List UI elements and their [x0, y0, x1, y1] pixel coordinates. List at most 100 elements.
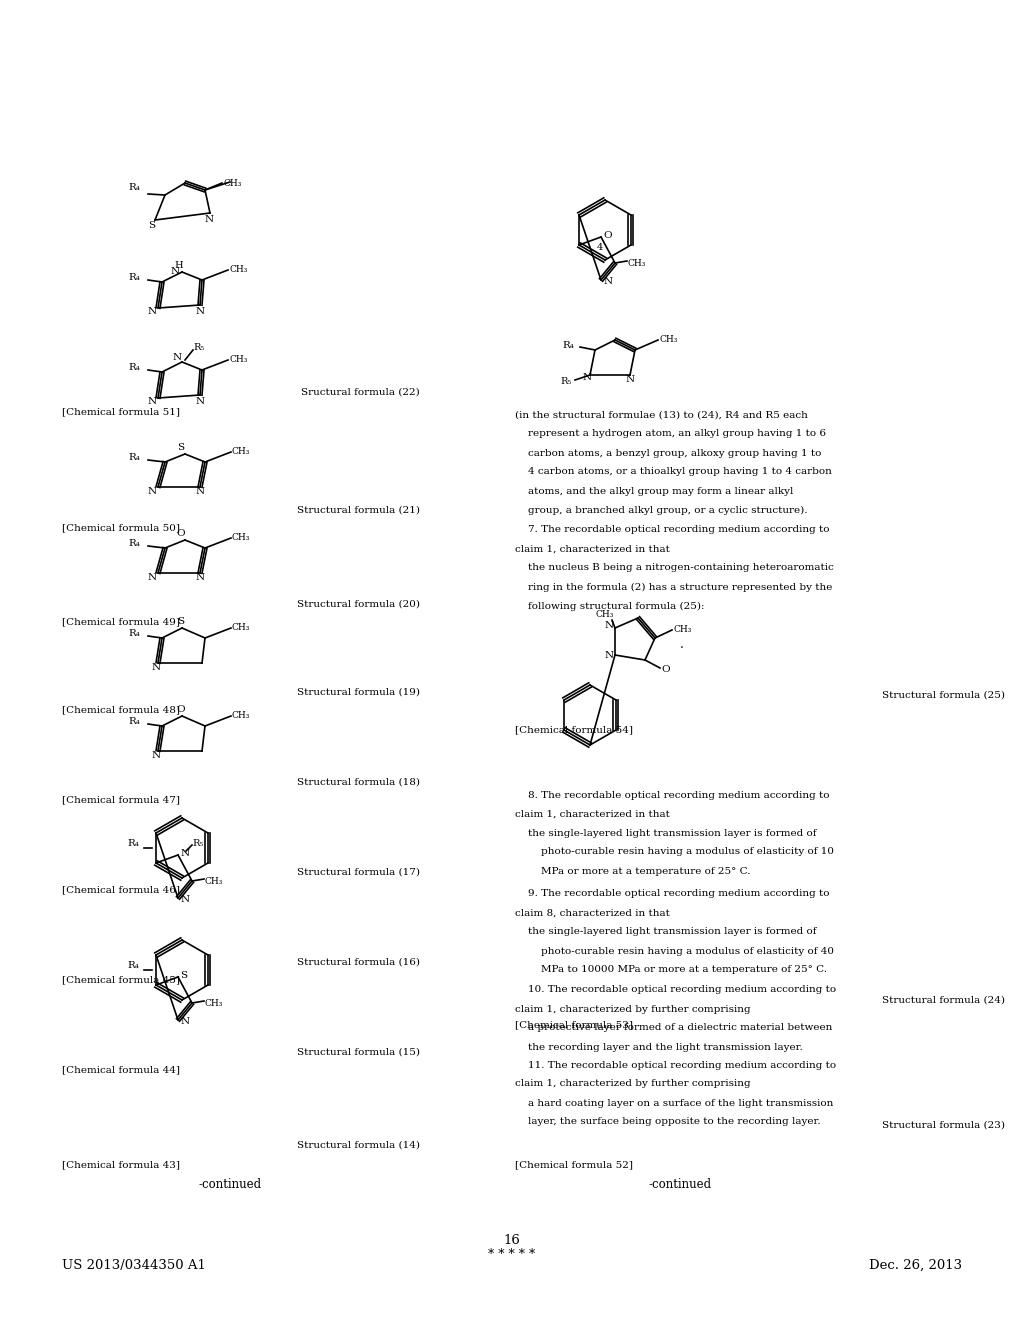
Text: N: N [603, 277, 612, 286]
Text: S: S [148, 220, 155, 230]
Text: carbon atoms, a benzyl group, alkoxy group having 1 to: carbon atoms, a benzyl group, alkoxy gro… [515, 449, 821, 458]
Text: N: N [172, 354, 181, 363]
Text: CH₃: CH₃ [596, 610, 614, 619]
Text: [Chemical formula 44]: [Chemical formula 44] [62, 1065, 180, 1074]
Text: Structural formula (20): Structural formula (20) [297, 599, 420, 609]
Text: claim 1, characterized by further comprising: claim 1, characterized by further compri… [515, 1080, 751, 1089]
Text: N: N [205, 215, 214, 224]
Text: 4 carbon atoms, or a thioalkyl group having 1 to 4 carbon: 4 carbon atoms, or a thioalkyl group hav… [515, 467, 831, 477]
Text: photo-curable resin having a modulus of elasticity of 40: photo-curable resin having a modulus of … [515, 946, 834, 956]
Text: N: N [148, 573, 157, 582]
Text: R₅: R₅ [193, 838, 204, 847]
Text: [Chemical formula 54]: [Chemical formula 54] [515, 726, 633, 734]
Text: R₄: R₄ [562, 341, 573, 350]
Text: claim 1, characterized in that: claim 1, characterized in that [515, 544, 670, 553]
Text: N: N [583, 372, 592, 381]
Text: layer, the surface being opposite to the recording layer.: layer, the surface being opposite to the… [515, 1118, 820, 1126]
Text: N: N [196, 487, 205, 495]
Text: N: N [180, 1018, 189, 1027]
Text: [Chemical formula 50]: [Chemical formula 50] [62, 524, 180, 532]
Text: claim 8, characterized in that: claim 8, characterized in that [515, 908, 670, 917]
Text: [Chemical formula 47]: [Chemical formula 47] [62, 796, 180, 804]
Text: Structural formula (14): Structural formula (14) [297, 1140, 420, 1150]
Text: [Chemical formula 48]: [Chemical formula 48] [62, 705, 180, 714]
Text: N: N [626, 375, 635, 384]
Text: S: S [180, 970, 187, 979]
Text: MPa or more at a temperature of 25° C.: MPa or more at a temperature of 25° C. [515, 866, 751, 875]
Text: CH₃: CH₃ [659, 335, 677, 345]
Text: [Chemical formula 49]: [Chemical formula 49] [62, 618, 180, 627]
Text: Structural formula (24): Structural formula (24) [882, 995, 1005, 1005]
Text: CH₃: CH₃ [204, 876, 222, 886]
Text: US 2013/0344350 A1: US 2013/0344350 A1 [62, 1258, 206, 1271]
Text: N: N [148, 487, 157, 495]
Text: [Chemical formula 43]: [Chemical formula 43] [62, 1160, 180, 1170]
Text: 7. The recordable optical recording medium according to: 7. The recordable optical recording medi… [515, 525, 829, 535]
Text: R₄: R₄ [128, 273, 140, 282]
Text: S: S [177, 618, 184, 627]
Text: (in the structural formulae (13) to (24), R4 and R5 each: (in the structural formulae (13) to (24)… [515, 411, 808, 420]
Text: group, a branched alkyl group, or a cyclic structure).: group, a branched alkyl group, or a cycl… [515, 506, 808, 515]
Text: N: N [605, 652, 614, 660]
Text: N: N [605, 622, 614, 631]
Text: 9. The recordable optical recording medium according to: 9. The recordable optical recording medi… [515, 890, 829, 899]
Text: O: O [603, 231, 611, 239]
Text: CH₃: CH₃ [204, 998, 222, 1007]
Text: a hard coating layer on a surface of the light transmission: a hard coating layer on a surface of the… [515, 1098, 834, 1107]
Text: N: N [196, 397, 205, 407]
Text: [Chemical formula 51]: [Chemical formula 51] [62, 408, 180, 417]
Text: CH₃: CH₃ [673, 626, 691, 635]
Text: -continued: -continued [199, 1179, 261, 1192]
Text: [Chemical formula 46]: [Chemical formula 46] [62, 886, 180, 895]
Text: N: N [196, 308, 205, 317]
Text: [Chemical formula 45]: [Chemical formula 45] [62, 975, 180, 985]
Text: following structural formula (25):: following structural formula (25): [515, 602, 705, 611]
Text: S: S [177, 444, 184, 453]
Text: N: N [152, 663, 161, 672]
Text: N: N [180, 849, 189, 858]
Text: H: H [175, 260, 183, 269]
Text: R₄: R₄ [128, 183, 140, 193]
Text: the recording layer and the light transmission layer.: the recording layer and the light transm… [515, 1043, 803, 1052]
Text: Structural formula (15): Structural formula (15) [297, 1048, 420, 1056]
Text: R₅: R₅ [560, 378, 571, 387]
Text: Structural formula (23): Structural formula (23) [882, 1121, 1005, 1130]
Text: Structural formula (25): Structural formula (25) [882, 690, 1005, 700]
Text: claim 1, characterized by further comprising: claim 1, characterized by further compri… [515, 1005, 751, 1014]
Text: MPa to 10000 MPa or more at a temperature of 25° C.: MPa to 10000 MPa or more at a temperatur… [515, 965, 827, 974]
Text: 4: 4 [597, 243, 603, 252]
Text: N: N [196, 573, 205, 582]
Text: the single-layered light transmission layer is formed of: the single-layered light transmission la… [515, 829, 816, 837]
Text: CH₃: CH₃ [223, 178, 242, 187]
Text: 11. The recordable optical recording medium according to: 11. The recordable optical recording med… [515, 1060, 837, 1069]
Text: claim 1, characterized in that: claim 1, characterized in that [515, 809, 670, 818]
Text: .: . [680, 639, 684, 652]
Text: -continued: -continued [648, 1179, 712, 1192]
Text: R₄: R₄ [128, 454, 140, 462]
Text: R₄: R₄ [128, 718, 140, 726]
Text: the single-layered light transmission layer is formed of: the single-layered light transmission la… [515, 928, 816, 936]
Text: R₄: R₄ [128, 540, 140, 549]
Text: CH₃: CH₃ [627, 259, 645, 268]
Text: represent a hydrogen atom, an alkyl group having 1 to 6: represent a hydrogen atom, an alkyl grou… [515, 429, 826, 438]
Text: Structural formula (16): Structural formula (16) [297, 957, 420, 966]
Text: CH₃: CH₃ [232, 711, 251, 721]
Text: R₄: R₄ [128, 363, 140, 372]
Text: a protective layer formed of a dielectric material between: a protective layer formed of a dielectri… [515, 1023, 833, 1032]
Text: 8. The recordable optical recording medium according to: 8. The recordable optical recording medi… [515, 791, 829, 800]
Text: [Chemical formula 53]: [Chemical formula 53] [515, 1020, 633, 1030]
Text: Dec. 26, 2013: Dec. 26, 2013 [869, 1258, 962, 1271]
Text: N: N [148, 397, 157, 407]
Text: N: N [148, 308, 157, 317]
Text: the nucleus B being a nitrogen-containing heteroaromatic: the nucleus B being a nitrogen-containin… [515, 564, 834, 573]
Text: CH₃: CH₃ [232, 447, 251, 457]
Text: R₄: R₄ [127, 838, 139, 847]
Text: Structural formula (18): Structural formula (18) [297, 777, 420, 787]
Text: O: O [662, 665, 670, 675]
Text: N: N [152, 751, 161, 759]
Text: R₅: R₅ [193, 343, 204, 352]
Text: O: O [177, 529, 185, 539]
Text: CH₃: CH₃ [232, 623, 251, 632]
Text: Structural formula (19): Structural formula (19) [297, 688, 420, 697]
Text: Sructural formula (22): Sructural formula (22) [301, 388, 420, 396]
